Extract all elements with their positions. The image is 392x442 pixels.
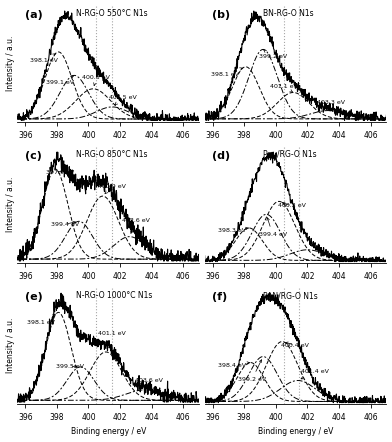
Text: 399.2 eV: 399.2 eV: [259, 50, 287, 59]
Y-axis label: Intensity / a.u.: Intensity / a.u.: [5, 36, 15, 91]
Text: 398.1 eV: 398.1 eV: [30, 54, 58, 63]
Text: 398.1 eV: 398.1 eV: [27, 314, 55, 325]
Text: (c): (c): [25, 151, 42, 161]
Text: 399.5 eV: 399.5 eV: [56, 364, 83, 369]
Text: 398.3 eV: 398.3 eV: [218, 227, 249, 233]
Text: 400.4 eV: 400.4 eV: [281, 342, 309, 347]
Text: 403.6 eV: 403.6 eV: [134, 378, 163, 389]
Text: 399.4 eV: 399.4 eV: [51, 221, 79, 227]
Text: 401.4 eV: 401.4 eV: [301, 369, 329, 379]
Text: 401.1 eV: 401.1 eV: [98, 331, 126, 349]
Text: 402.6 eV: 402.6 eV: [122, 218, 150, 233]
Text: 400.2 eV: 400.2 eV: [278, 202, 305, 209]
X-axis label: Binding energy / eV: Binding energy / eV: [71, 427, 146, 436]
Text: 398.1 eV: 398.1 eV: [211, 68, 242, 77]
Text: PAN/RG-O N1s: PAN/RG-O N1s: [263, 291, 318, 300]
Text: (a): (a): [25, 10, 42, 20]
Text: 399.1 eV: 399.1 eV: [46, 76, 74, 85]
Y-axis label: Intensity / a.u.: Intensity / a.u.: [5, 177, 15, 232]
Text: (d): (d): [212, 151, 230, 161]
Text: 400.3 eV: 400.3 eV: [82, 75, 110, 86]
Text: 401.5 eV: 401.5 eV: [109, 95, 137, 105]
Text: 399.4 eV: 399.4 eV: [259, 218, 287, 237]
Text: BN-RG-O N1s: BN-RG-O N1s: [263, 9, 314, 18]
Text: N-RG-O 550°C N1s: N-RG-O 550°C N1s: [76, 9, 147, 18]
Text: (b): (b): [212, 10, 230, 20]
Text: 400.9 eV: 400.9 eV: [98, 184, 126, 194]
Y-axis label: Intensity / a.u.: Intensity / a.u.: [5, 318, 15, 373]
Text: N-RG-O 850°C N1s: N-RG-O 850°C N1s: [76, 150, 147, 159]
Text: Ppy/RG-O N1s: Ppy/RG-O N1s: [263, 150, 316, 159]
Text: N-RG-O 1000°C N1s: N-RG-O 1000°C N1s: [76, 291, 152, 300]
Text: 401.1 eV: 401.1 eV: [270, 84, 298, 92]
Text: (f): (f): [212, 293, 227, 302]
Text: 397.9 eV: 397.9 eV: [46, 170, 74, 175]
Text: 403.3 eV: 403.3 eV: [317, 100, 345, 110]
Text: 398.4 eV: 398.4 eV: [218, 362, 250, 368]
X-axis label: Binding energy / eV: Binding energy / eV: [258, 427, 333, 436]
Text: 399.2 eV: 399.2 eV: [238, 360, 266, 382]
Text: (e): (e): [25, 293, 42, 302]
